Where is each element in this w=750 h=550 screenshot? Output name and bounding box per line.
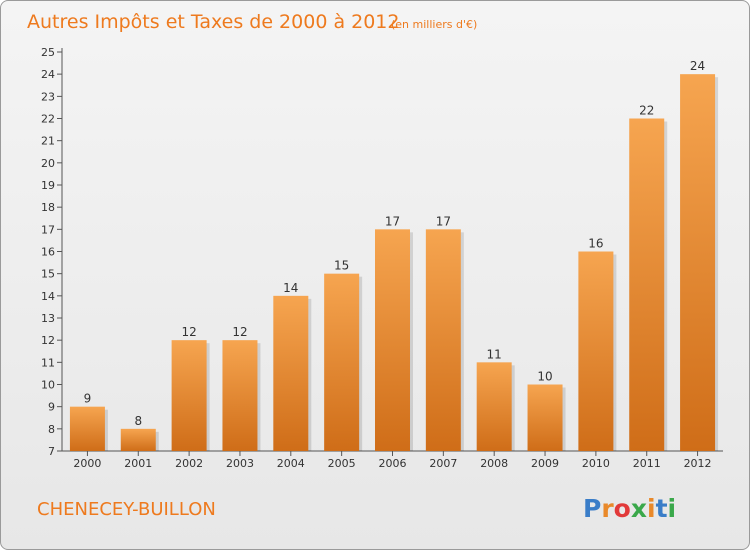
x-tick-label: 2004 [277,457,305,470]
x-tick-label: 2006 [379,457,407,470]
x-tick-label: 2002 [175,457,203,470]
y-tick-label: 12 [41,334,55,347]
x-tick-label: 2008 [480,457,508,470]
bar [222,340,258,451]
y-tick-label: 9 [48,401,55,414]
logo-letter: P [583,494,601,523]
bar-value-label: 9 [84,392,92,406]
y-tick-label: 14 [41,290,55,303]
chart-title: Autres Impôts et Taxes de 2000 à 2012 [27,11,400,33]
y-tick-label: 19 [41,179,55,192]
x-tick-label: 2000 [73,457,101,470]
bar [578,251,614,451]
bar-value-label: 8 [134,414,142,428]
bar [171,340,207,451]
bar-value-label: 24 [690,59,705,73]
logo-letter: i [668,494,677,523]
y-tick-label: 13 [41,312,55,325]
x-tick-label: 2005 [328,457,356,470]
bar-value-label: 16 [588,237,603,251]
y-tick-label: 18 [41,201,55,214]
axes: 7 8 9 10 11 12 13 14 15 16 17 18 19 20 21 22 23 24 25 2000 2… [41,46,723,470]
bar-value-label: 11 [487,347,502,361]
y-tick-label: 17 [41,223,55,236]
y-tick-label: 7 [48,445,55,458]
logo-letter: x [631,494,647,523]
bar [476,362,512,451]
y-tick-label: 8 [48,423,55,436]
y-tick-label: 24 [41,68,55,81]
x-tick-label: 2003 [226,457,254,470]
bar [324,273,360,451]
x-tick-label: 2010 [582,457,610,470]
x-tick-label: 2012 [684,457,712,470]
bar-value-label: 10 [537,370,552,384]
y-tick-label: 15 [41,268,55,281]
logo-letter: t [656,494,668,523]
y-tick-label: 16 [41,246,55,259]
x-tick-label: 2001 [124,457,152,470]
bar [629,118,665,451]
bar [680,74,716,452]
bar-value-label: 22 [639,104,654,118]
bar [425,229,461,451]
bar-value-label: 17 [436,214,451,228]
y-tick-label: 25 [41,46,55,59]
bar-value-label: 14 [283,281,298,295]
bar [120,428,156,451]
commune-name: CHENECEY-BUILLON [37,499,216,520]
logo-letter: i [647,494,656,523]
x-tick-label: 2009 [531,457,559,470]
y-tick-label: 21 [41,135,55,148]
bar-value-label: 17 [385,214,400,228]
y-tick-label: 10 [41,379,55,392]
y-tick-label: 11 [41,356,55,369]
x-tick-label: 2011 [633,457,661,470]
logo-letter: o [614,494,631,523]
bars: 9 8 12 12 14 15 17 17 11 10 16 22 24 [69,59,719,452]
bar [375,229,410,451]
y-tick-label: 22 [41,113,55,126]
bar-value-label: 12 [181,325,196,339]
y-tick-label: 20 [41,157,55,170]
y-tick-label: 23 [41,90,55,103]
proxiti-logo: Proxiti [583,494,676,523]
bar-value-label: 12 [232,325,247,339]
logo-letter: r [601,494,614,523]
bar [69,406,105,451]
bar [527,384,563,451]
bar [273,295,309,451]
bar-value-label: 15 [334,259,349,273]
chart-subtitle: (en milliers d'€) [391,18,477,31]
x-tick-label: 2007 [429,457,457,470]
